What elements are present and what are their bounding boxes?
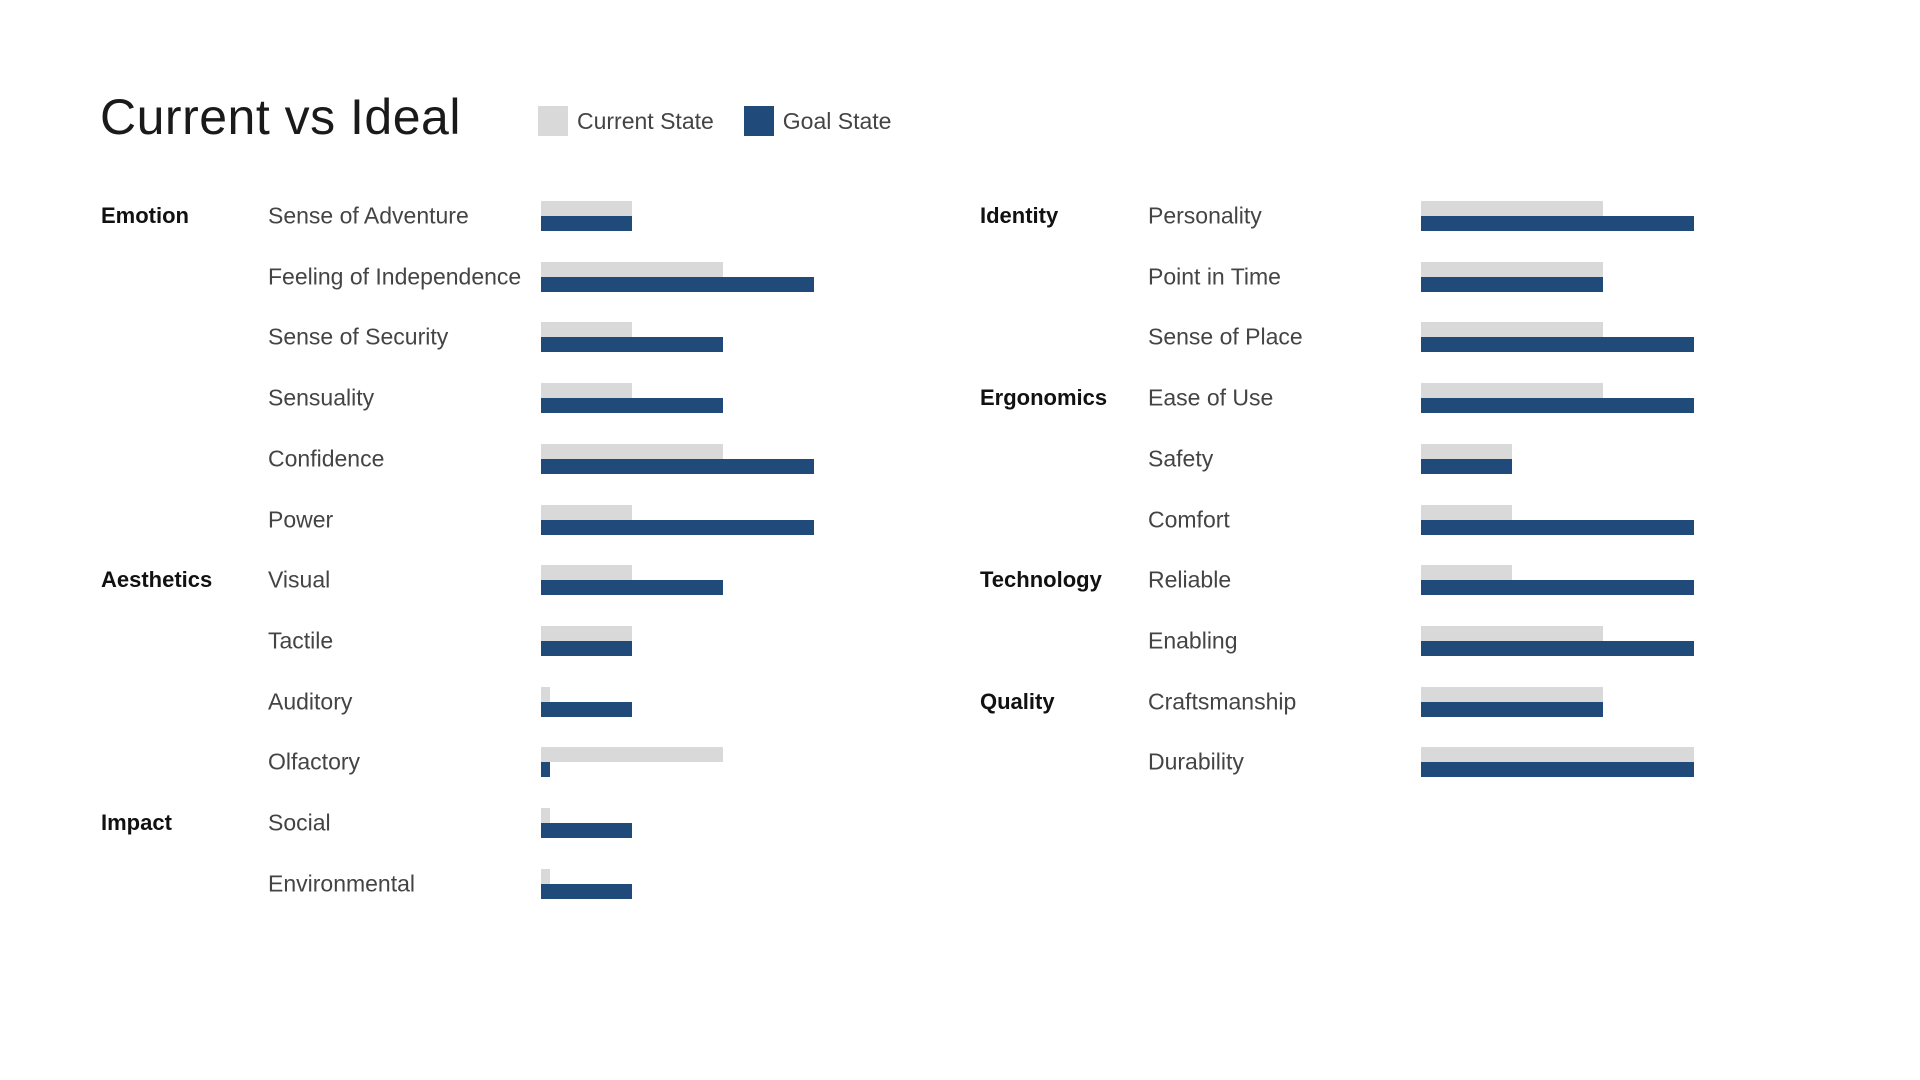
item-label: Sense of Place bbox=[1148, 323, 1303, 350]
bar-current bbox=[1421, 565, 1512, 581]
bar-current bbox=[1421, 443, 1512, 459]
bar-goal bbox=[541, 337, 723, 353]
bar-current bbox=[541, 686, 551, 702]
bar-goal bbox=[541, 458, 814, 474]
bar-current bbox=[1421, 201, 1603, 216]
item-label: Social bbox=[268, 809, 331, 836]
item-label: Confidence bbox=[268, 445, 385, 472]
legend-swatch-goal bbox=[743, 106, 774, 136]
bar-current bbox=[541, 322, 632, 338]
item-label: Environmental bbox=[268, 870, 416, 897]
bar-goal bbox=[1421, 580, 1694, 596]
bar-current bbox=[1421, 322, 1603, 338]
bar-goal bbox=[1421, 276, 1603, 292]
bar-goal bbox=[541, 519, 814, 535]
bar-current bbox=[541, 383, 632, 399]
item-label: Tactile bbox=[268, 627, 334, 654]
legend-swatch-current bbox=[538, 106, 568, 136]
bar-current bbox=[541, 747, 723, 763]
bar-current bbox=[541, 261, 723, 277]
bar-goal bbox=[1421, 519, 1694, 535]
chart-title: Current vs Ideal bbox=[100, 89, 461, 145]
bar-current bbox=[541, 201, 632, 216]
bar-current bbox=[1421, 686, 1603, 702]
category-label: Identity bbox=[980, 203, 1059, 228]
bar-current bbox=[1421, 504, 1512, 520]
item-label: Safety bbox=[1148, 445, 1214, 472]
bar-current bbox=[541, 565, 632, 581]
bar-goal bbox=[1421, 762, 1694, 778]
bar-goal bbox=[541, 640, 632, 656]
bar-goal bbox=[541, 216, 632, 231]
category-label: Quality bbox=[980, 688, 1055, 714]
bar-current bbox=[541, 625, 632, 641]
bar-goal bbox=[1421, 640, 1694, 656]
category-label: Ergonomics bbox=[980, 385, 1108, 411]
bar-goal bbox=[541, 762, 551, 778]
item-label: Enabling bbox=[1148, 627, 1238, 654]
item-label: Comfort bbox=[1148, 506, 1230, 532]
item-label: Sensuality bbox=[268, 384, 375, 411]
legend-item-goal: Goal State bbox=[743, 106, 892, 136]
category-label: Impact bbox=[101, 810, 172, 835]
legend: Current State Goal State bbox=[538, 106, 921, 136]
item-label: Ease of Use bbox=[1148, 384, 1274, 411]
legend-label-goal: Goal State bbox=[782, 107, 892, 134]
bar-goal bbox=[541, 276, 814, 292]
category-label: Emotion bbox=[101, 203, 189, 228]
item-label: Power bbox=[268, 506, 334, 532]
item-label: Visual bbox=[268, 566, 331, 593]
bar-current bbox=[1421, 261, 1603, 277]
item-label: Feeling of Independence bbox=[268, 263, 522, 290]
bar-current bbox=[541, 808, 551, 823]
bar-current bbox=[1421, 625, 1603, 641]
bar-goal bbox=[1421, 458, 1512, 474]
bar-current bbox=[1421, 383, 1603, 399]
item-label: Auditory bbox=[268, 688, 353, 715]
bar-goal bbox=[1421, 398, 1694, 414]
bar-current bbox=[541, 504, 632, 520]
item-label: Olfactory bbox=[268, 748, 361, 775]
item-label: Reliable bbox=[1148, 566, 1232, 593]
item-label: Personality bbox=[1148, 202, 1262, 229]
item-label: Point in Time bbox=[1148, 263, 1281, 290]
bar-goal bbox=[541, 701, 632, 717]
bar-goal bbox=[1421, 701, 1603, 717]
bar-goal bbox=[1421, 216, 1694, 231]
bar-current bbox=[541, 868, 551, 884]
bar-current bbox=[1421, 747, 1694, 763]
item-label: Craftsmanship bbox=[1148, 688, 1297, 715]
bar-goal bbox=[541, 883, 632, 899]
bar-goal bbox=[541, 580, 723, 596]
bar-goal bbox=[541, 823, 632, 838]
category-label: Technology bbox=[980, 567, 1102, 593]
bar-goal bbox=[541, 398, 723, 414]
legend-label-current: Current State bbox=[577, 107, 714, 134]
legend-item-current: Current State bbox=[538, 106, 714, 136]
bar-current bbox=[541, 443, 723, 459]
item-label: Durability bbox=[1148, 748, 1244, 775]
bar-goal bbox=[1421, 337, 1694, 353]
item-label: Sense of Security bbox=[268, 323, 449, 350]
category-label: Aesthetics bbox=[101, 567, 213, 593]
item-label: Sense of Adventure bbox=[268, 202, 469, 229]
